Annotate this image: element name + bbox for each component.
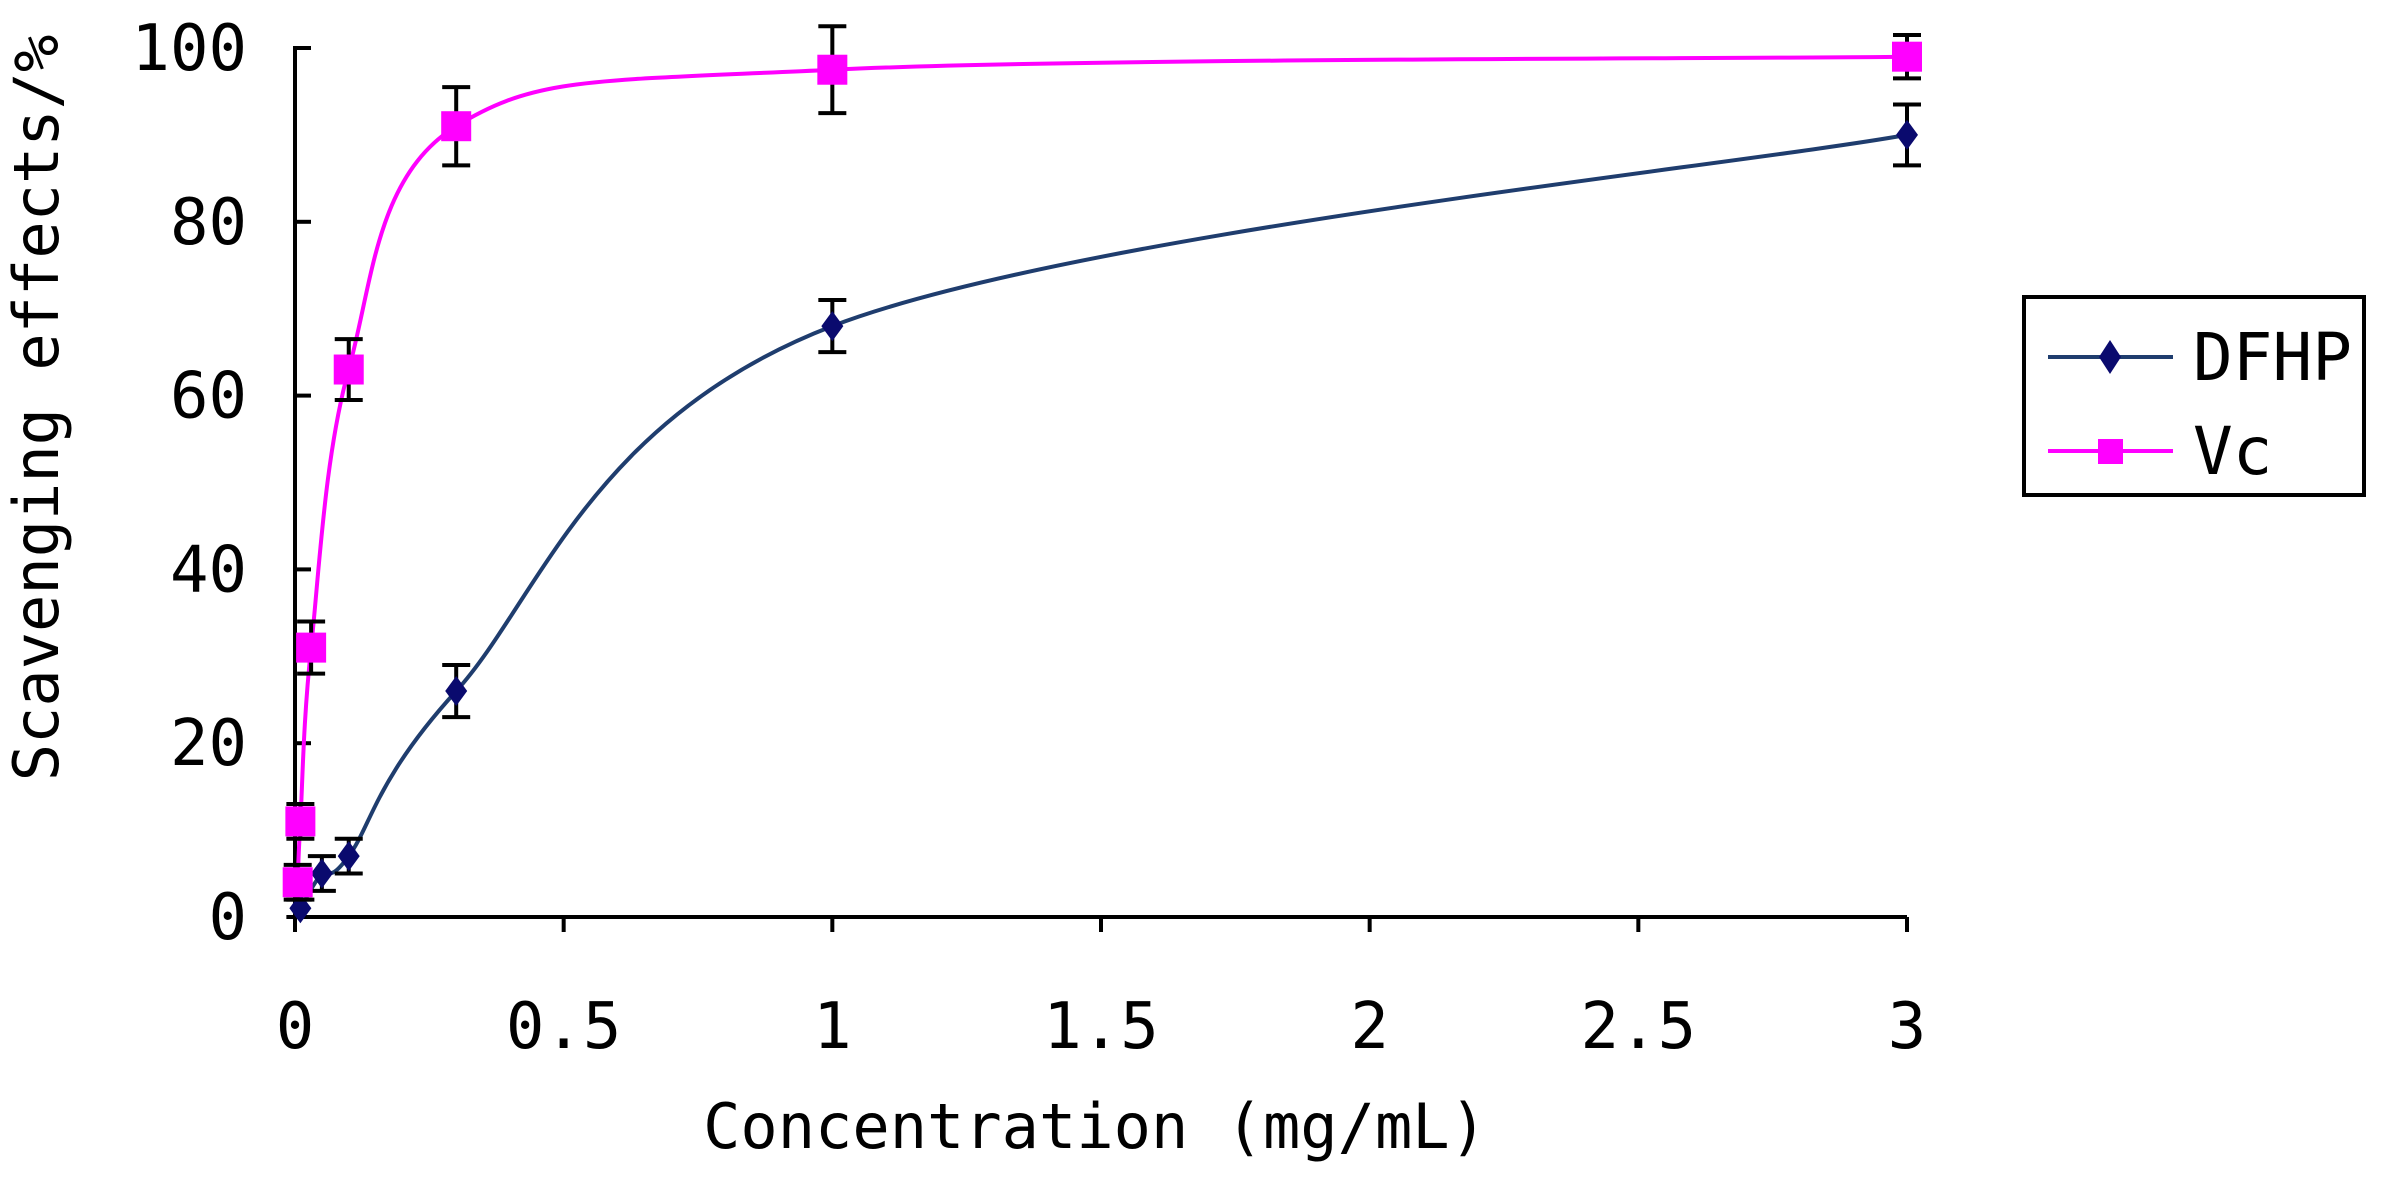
data-point [445, 676, 468, 707]
data-point [282, 867, 313, 898]
y-tick-label: 40 [170, 533, 247, 607]
data-point [337, 841, 360, 872]
series-layer [282, 24, 1922, 924]
y-tick-label: 0 [208, 881, 247, 955]
x-tick-label: 1.5 [1043, 990, 1159, 1064]
y-tick-label: 100 [131, 12, 247, 86]
data-point [817, 54, 848, 85]
x-tick-label: 0 [276, 990, 315, 1064]
y-axis-title: Scavenging effects/% [0, 35, 73, 782]
data-point [441, 111, 472, 142]
data-point [1896, 119, 1918, 150]
x-tick-label: 2.5 [1581, 990, 1697, 1064]
data-point [821, 311, 844, 342]
legend-marker-vc [2098, 439, 2123, 464]
axes: 0 20 40 60 80 100 0 0.5 1 1.5 2 2.5 3 [131, 12, 1926, 1064]
y-tick-label: 20 [170, 707, 247, 781]
x-tick-label: 3 [1888, 990, 1927, 1064]
series-dfhp [286, 102, 1921, 924]
series-line-vc [295, 54, 1908, 883]
series-line-dfhp [298, 132, 1908, 910]
legend-label-dfhp: DFHP [2193, 319, 2352, 396]
data-point [333, 354, 364, 385]
x-axis-title: Concentration (mg/mL) [703, 1090, 1487, 1163]
legend: DFHP Vc [2022, 295, 2366, 497]
data-point [296, 632, 327, 663]
y-tick-label: 80 [170, 186, 247, 260]
series-vc [282, 24, 1922, 902]
y-tick-label: 60 [170, 360, 247, 434]
data-point [310, 858, 333, 889]
x-tick-label: 2 [1350, 990, 1389, 1064]
data-point [1892, 41, 1922, 72]
data-point [285, 806, 316, 837]
legend-box [2022, 295, 2366, 497]
legend-label-vc: Vc [2193, 413, 2272, 490]
x-tick-label: 1 [813, 990, 852, 1064]
legend-marker-dfhp [2099, 340, 2121, 374]
x-tick-label: 0.5 [506, 990, 622, 1064]
